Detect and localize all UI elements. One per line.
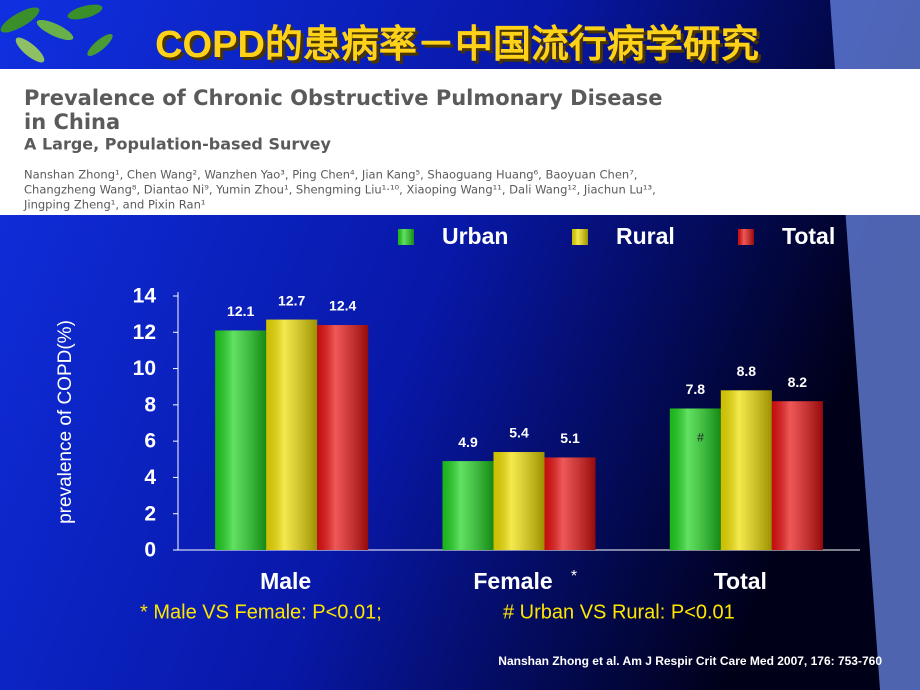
source: Nanshan Zhong et al. Am J Respir Crit Ca… bbox=[498, 654, 882, 668]
data-label: 7.8 bbox=[686, 381, 706, 397]
data-label: 12.4 bbox=[329, 298, 356, 314]
bar-shade bbox=[317, 325, 369, 550]
bar-shade bbox=[493, 452, 545, 550]
footnote: # Urban VS Rural: P<0.01 bbox=[503, 601, 735, 623]
bar-shade bbox=[266, 319, 318, 550]
paper-header bbox=[0, 69, 920, 215]
bar-shade bbox=[771, 401, 823, 550]
paper-title: Prevalence of Chronic Obstructive Pulmon… bbox=[24, 86, 662, 110]
legend-swatch-shade bbox=[572, 229, 588, 245]
data-label: 5.1 bbox=[560, 430, 580, 446]
paper-title: in China bbox=[24, 110, 120, 134]
x-tick-label: Total bbox=[714, 568, 767, 594]
legend-label: Rural bbox=[616, 223, 675, 249]
x-tick-label: Male bbox=[260, 568, 311, 594]
footnote: * Male VS Female: P<0.01; bbox=[140, 601, 382, 623]
y-tick-label: 12 bbox=[133, 321, 156, 344]
y-tick-label: 2 bbox=[144, 502, 156, 525]
data-label: 5.4 bbox=[509, 425, 529, 441]
legend-label: Urban bbox=[442, 223, 508, 249]
bar-shade bbox=[544, 457, 596, 550]
y-tick-label: 0 bbox=[144, 539, 156, 562]
y-tick-label: 8 bbox=[144, 393, 156, 416]
bar-shade bbox=[215, 330, 267, 550]
legend-swatch-shade bbox=[738, 229, 754, 245]
legend-swatch-shade bbox=[398, 229, 414, 245]
bar-shade bbox=[669, 408, 721, 550]
y-tick-label: 14 bbox=[133, 285, 157, 308]
leaf-decoration bbox=[0, 4, 113, 63]
y-tick-label: 6 bbox=[144, 430, 156, 453]
paper-authors: Jingping Zheng¹, and Pixin Ran¹ bbox=[23, 198, 205, 212]
data-label: 12.1 bbox=[227, 303, 254, 319]
y-tick-label: 10 bbox=[133, 357, 156, 380]
y-axis-label: prevalence of COPD(%) bbox=[55, 320, 76, 524]
data-label: 8.2 bbox=[788, 374, 808, 390]
data-label: 8.8 bbox=[737, 363, 757, 379]
legend-label: Total bbox=[782, 223, 835, 249]
data-label: 12.7 bbox=[278, 292, 305, 308]
x-tick-label: Female bbox=[473, 568, 552, 594]
paper-authors: Changzheng Wang⁸, Diantao Ni⁹, Yumin Zho… bbox=[24, 183, 656, 197]
title-shadow: COPD的患病率－中国流行病学研究 bbox=[158, 26, 762, 69]
bar-shade bbox=[442, 461, 494, 550]
data-label: 4.9 bbox=[458, 434, 478, 450]
y-tick-label: 4 bbox=[144, 466, 156, 489]
slide-title: COPD的患病率－中国流行病学研究 bbox=[155, 23, 759, 66]
paper-subtitle: A Large, Population-based Survey bbox=[24, 135, 332, 154]
paper-authors: Nanshan Zhong¹, Chen Wang², Wanzhen Yao³… bbox=[24, 168, 637, 182]
annotation: # bbox=[697, 431, 704, 445]
annotation: * bbox=[571, 568, 577, 585]
bar-shade bbox=[720, 390, 772, 550]
